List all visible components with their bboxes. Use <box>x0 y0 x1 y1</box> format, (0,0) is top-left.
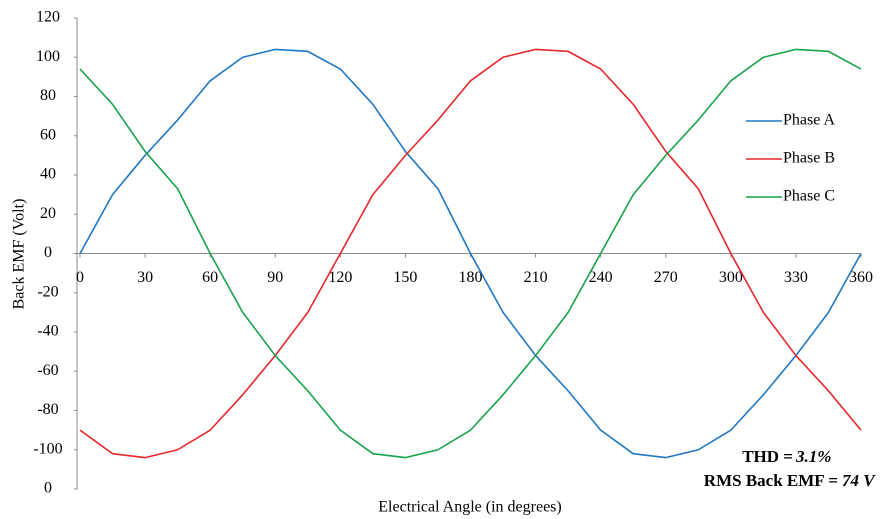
y-axis-title: Back EMF (Volt) <box>11 199 28 310</box>
y-tick-label: -40 <box>37 323 58 340</box>
y-tick-label: 60 <box>40 126 56 143</box>
y-tick-label: 120 <box>36 9 60 26</box>
y-tick-label: -20 <box>37 283 58 300</box>
y-tick-label: 40 <box>40 166 56 183</box>
y-tick-label: -100 <box>33 440 62 457</box>
y-tick-label: -60 <box>37 362 58 379</box>
x-tick-label: 60 <box>202 269 218 286</box>
series-line <box>79 48 862 459</box>
x-tick-label: 180 <box>459 269 483 286</box>
y-tick-label: 100 <box>36 48 60 65</box>
x-tick-label: 30 <box>137 269 153 286</box>
y-tick-label: 0 <box>44 244 52 261</box>
x-tick-label: 300 <box>719 269 743 286</box>
x-tick-label: 0 <box>76 269 84 286</box>
annotation: RMS Back EMF = <box>704 471 838 490</box>
x-tick-label: 240 <box>589 269 613 286</box>
series-line <box>79 48 862 459</box>
x-axis-title: Electrical Angle (in degrees) <box>378 499 561 516</box>
legend-label: Phase C <box>783 188 835 205</box>
y-tick-label: -80 <box>37 401 58 418</box>
x-tick-label: 150 <box>393 269 417 286</box>
annotation: 3.1% <box>795 447 831 466</box>
y-tick-label: 80 <box>40 87 56 104</box>
y-tick-label: 20 <box>40 205 56 222</box>
x-tick-label: 270 <box>654 269 678 286</box>
series-line <box>79 48 862 459</box>
annotation: 74 V <box>842 471 876 490</box>
y-tick-label: 0 <box>44 480 52 497</box>
x-tick-label: 360 <box>849 269 873 286</box>
x-tick-label: 120 <box>328 269 352 286</box>
annotation: THD = <box>742 447 793 466</box>
legend-label: Phase A <box>783 112 835 129</box>
legend-label: Phase B <box>783 150 835 167</box>
x-tick-label: 330 <box>784 269 808 286</box>
x-tick-label: 210 <box>524 269 548 286</box>
x-tick-label: 90 <box>267 269 283 286</box>
